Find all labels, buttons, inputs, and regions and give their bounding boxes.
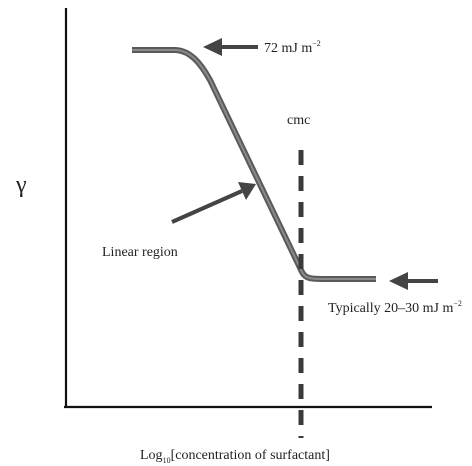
cmc-label: cmc (287, 113, 310, 128)
linear-region-label: Linear region (102, 245, 178, 260)
arrow-to-bottom-plateau (389, 272, 438, 290)
top-value-label: 72 mJ m−2 (264, 39, 321, 56)
bottom-value-label: Typically 20–30 mJ m−2 (328, 299, 462, 316)
x-axis-label-prefix: Log (140, 448, 163, 463)
x-axis-label: Log10[concentration of surfactant] (140, 448, 330, 465)
x-axis-label-subscript: 10 (163, 456, 171, 465)
y-axis-label: γ (15, 172, 27, 198)
top-value-sup: −2 (312, 39, 321, 48)
top-value-main: 72 mJ m (264, 41, 312, 56)
bottom-value-main: Typically 20–30 mJ m (328, 301, 454, 316)
arrow-to-top-plateau (203, 38, 258, 56)
surface-tension-curve-core (132, 49, 376, 280)
bottom-value-sup: −2 (453, 299, 462, 308)
arrow-to-linear-region (171, 182, 256, 224)
x-axis-label-suffix: [concentration of surfactant] (171, 448, 330, 463)
